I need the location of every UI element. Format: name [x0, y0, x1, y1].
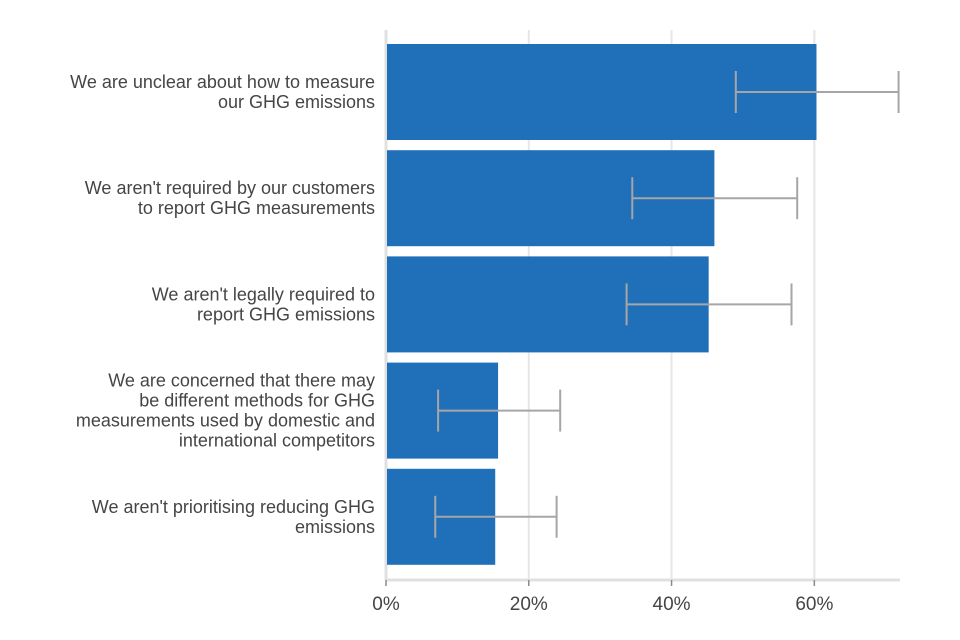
- category-label-4: We aren't prioritising reducing GHG emiss…: [92, 497, 375, 537]
- x-tick-label-0: 0%: [372, 594, 400, 615]
- category-label-line: measurements used by domestic and: [76, 411, 375, 431]
- category-label-line: We aren't legally required to: [152, 284, 375, 304]
- category-label-0: We are unclear about how to measure our G…: [70, 72, 375, 112]
- category-label-line: We are unclear about how to measure: [70, 72, 375, 92]
- x-tick-label-1: 20%: [510, 594, 548, 615]
- category-label-line: to report GHG measurements: [138, 198, 375, 218]
- category-label-line: report GHG emissions: [197, 304, 375, 324]
- category-label-line: We aren't prioritising reducing GHG: [92, 497, 375, 517]
- category-label-2: We aren't legally required to report GHG …: [152, 284, 375, 324]
- category-label-line: our GHG emissions: [218, 92, 375, 112]
- category-label-line: We aren't required by our customers: [85, 178, 375, 198]
- category-label-line: emissions: [295, 517, 375, 537]
- x-tick-label-2: 40%: [653, 594, 691, 615]
- category-label-1: We aren't required by our customers to re…: [85, 178, 375, 218]
- x-tick-label-3: 60%: [795, 594, 833, 615]
- category-label-line: international competitors: [179, 431, 375, 451]
- category-label-3: We are concerned that there may be differ…: [76, 371, 375, 451]
- category-label-line: be different methods for GHG: [139, 391, 375, 411]
- category-label-line: We are concerned that there may: [108, 371, 375, 391]
